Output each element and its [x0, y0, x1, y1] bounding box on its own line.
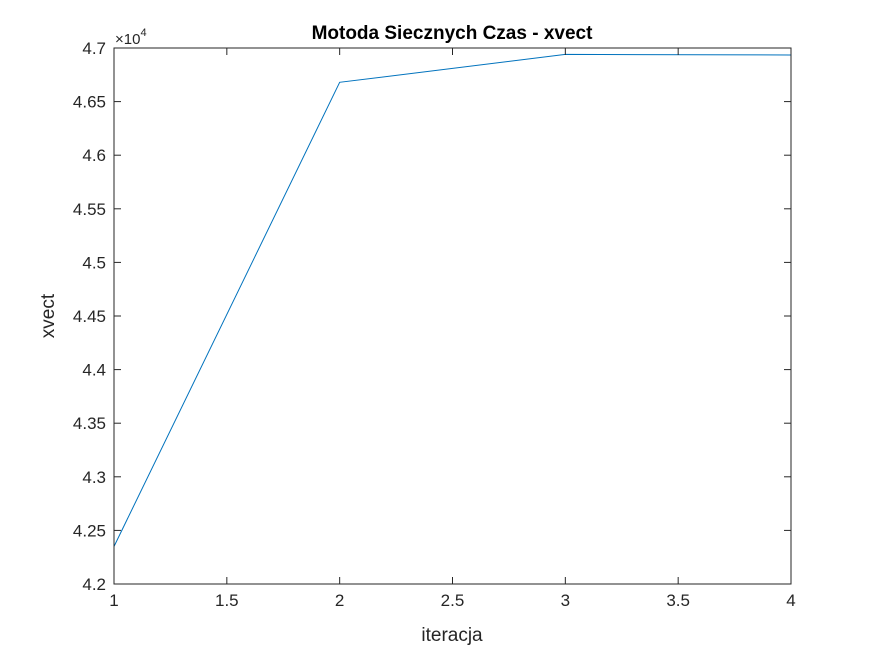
y-tick-label: 4.45 — [73, 307, 106, 326]
y-tick-label: 4.65 — [73, 93, 106, 112]
y-tick-label: 4.5 — [82, 253, 106, 272]
y-tick-label: 4.3 — [82, 468, 106, 487]
y-tick-label: 4.55 — [73, 200, 106, 219]
y-tick-label: 4.35 — [73, 414, 106, 433]
x-tick-label: 3.5 — [666, 591, 690, 610]
x-tick-label: 4 — [786, 591, 795, 610]
x-tick-label: 2 — [335, 591, 344, 610]
y-tick-label: 4.4 — [82, 361, 106, 380]
chart-title: Motoda Siecznych Czas - xvect — [312, 23, 594, 44]
y-exponent-label: ×104 — [115, 27, 147, 48]
x-tick-label: 1.5 — [215, 591, 239, 610]
y-tick-label: 4.7 — [82, 39, 106, 58]
plot-area — [113, 47, 792, 585]
x-tick-label: 2.5 — [441, 591, 465, 610]
x-tick-label: 3 — [561, 591, 570, 610]
x-tick-label: 1 — [109, 591, 118, 610]
y-exponent-base: ×10 — [115, 31, 140, 48]
y-tick-label: 4.6 — [82, 146, 106, 165]
x-tick-labels: 1 1.5 2 2.5 3 3.5 4 — [109, 591, 795, 610]
axes-background — [114, 48, 791, 584]
y-tick-label: 4.25 — [73, 521, 106, 540]
x-axis-label: iteracja — [421, 625, 483, 646]
y-tick-label: 4.2 — [82, 575, 106, 594]
y-exponent-power: 4 — [140, 27, 146, 39]
svg-text:×104: ×104 — [115, 27, 147, 48]
y-tick-labels: 4.2 4.25 4.3 4.35 4.4 4.45 4.5 4.55 4.6 4.65 4.7 — [73, 39, 106, 594]
axes-box — [113, 47, 792, 585]
y-axis-label: xvect — [38, 293, 59, 338]
